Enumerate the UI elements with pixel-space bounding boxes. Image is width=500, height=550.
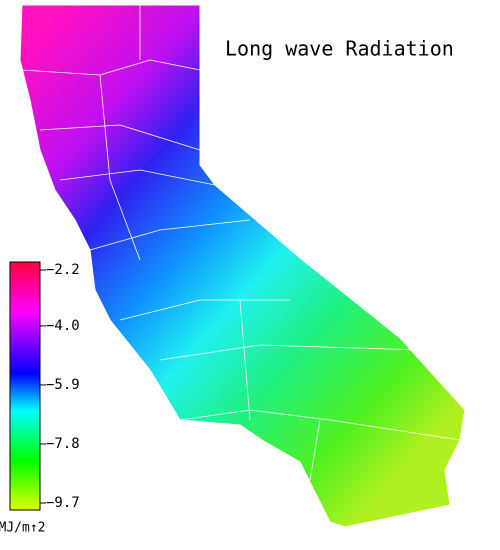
state-outline	[19, 4, 466, 528]
colorbar	[9, 261, 41, 511]
map-title: Long wave Radiation	[225, 37, 454, 61]
colorbar-tick-label: −2.2	[46, 262, 80, 278]
county-lines	[21, 5, 461, 481]
colorbar-tick-label: −5.9	[46, 377, 80, 393]
colorbar-tick-label: −9.7	[46, 495, 80, 511]
colorbar-tick-label: −4.0	[46, 318, 80, 334]
colorbar-unit: MJ/m↑2	[0, 521, 45, 536]
colorbar-tick-label: −7.8	[46, 436, 80, 452]
